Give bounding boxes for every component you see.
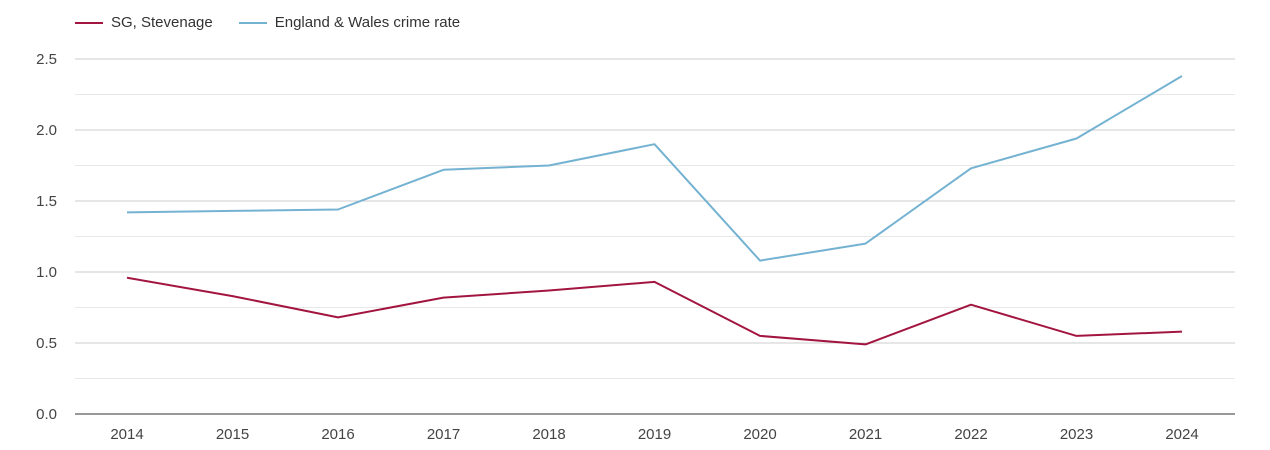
- legend-item-stevenage[interactable]: SG, Stevenage: [75, 14, 213, 31]
- x-tick-label: 2016: [321, 426, 354, 443]
- series-lines: [126, 75, 1183, 346]
- x-tick-label: 2017: [427, 426, 460, 443]
- series-line-england-wales[interactable]: [126, 75, 1183, 262]
- x-tick-label: 2023: [1060, 426, 1093, 443]
- y-tick-label: 0.5: [36, 335, 57, 352]
- x-tick-label: 2020: [743, 426, 776, 443]
- x-tick-label: 2015: [216, 426, 249, 443]
- x-tick-label: 2021: [849, 426, 882, 443]
- x-tick-label: 2018: [532, 426, 565, 443]
- legend-label-stevenage: SG, Stevenage: [111, 14, 213, 31]
- legend-item-england-wales[interactable]: England & Wales crime rate: [238, 14, 461, 31]
- legend-swatch-england-wales: [238, 21, 267, 24]
- x-tick-label: 2019: [638, 426, 671, 443]
- y-tick-label: 2.5: [36, 51, 57, 68]
- y-axis-ticks: 0.0 0.5 1.0 1.5 2.0 2.5: [36, 51, 57, 423]
- y-tick-label: 1.5: [36, 193, 57, 210]
- y-tick-label: 1.0: [36, 264, 57, 281]
- x-tick-label: 2024: [1165, 426, 1198, 443]
- y-tick-label: 0.0: [36, 406, 57, 423]
- chart-legend: SG, Stevenage England & Wales crime rate: [75, 14, 486, 31]
- legend-label-england-wales: England & Wales crime rate: [274, 14, 461, 31]
- x-axis-ticks: 2014 2015 2016 2017 2018 2019 2020 2021 2022 2023…: [110, 426, 1198, 443]
- grid-lines: [75, 58, 1235, 379]
- x-tick-label: 2014: [110, 426, 143, 443]
- series-line-stevenage[interactable]: [126, 276, 1183, 346]
- x-tick-label: 2022: [954, 426, 987, 443]
- legend-swatch-stevenage: [75, 21, 103, 24]
- y-tick-label: 2.0: [36, 122, 57, 139]
